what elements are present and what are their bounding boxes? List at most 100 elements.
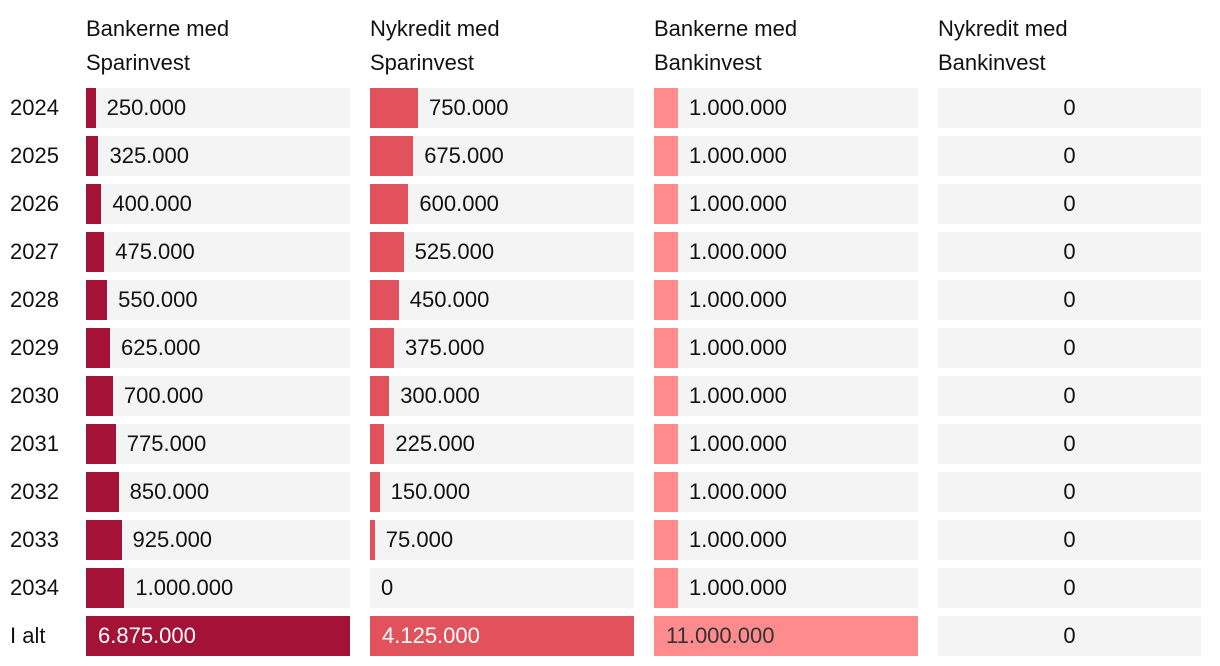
cell-value: 300.000: [400, 383, 480, 408]
cell-value: 0: [1063, 431, 1076, 456]
row-label: 2031: [10, 431, 59, 456]
bar-cell: 0: [938, 472, 1201, 512]
value-bar: [654, 424, 678, 464]
cell-value: 0: [1063, 527, 1076, 552]
bar-cell: 225.000: [370, 424, 634, 464]
bar-cell: 0: [938, 184, 1201, 224]
row-label: 2024: [10, 95, 59, 120]
cell-value: 375.000: [405, 335, 485, 360]
column-header-line2: Bankinvest: [654, 50, 762, 75]
cell-value: 0: [1063, 143, 1076, 168]
table-row: 2033 925.000 75.000 1.000.000 0: [0, 520, 1220, 560]
header-spacer: [0, 12, 86, 80]
value-bar: [654, 88, 678, 128]
bar-cell: 1.000.000: [654, 232, 918, 272]
value-bar: [654, 376, 678, 416]
value-bar: [370, 328, 394, 368]
bar-cell: 0: [938, 136, 1201, 176]
value-bar: [370, 280, 399, 320]
row-label: 2032: [10, 479, 59, 504]
cell-value: 550.000: [118, 287, 198, 312]
cell-value: 400.000: [112, 191, 192, 216]
bar-cell: 600.000: [370, 184, 634, 224]
cell-value: 475.000: [115, 239, 195, 264]
value-bar: [86, 472, 119, 512]
bar-cell: 325.000: [86, 136, 350, 176]
column-header-line2: Bankinvest: [938, 50, 1046, 75]
bar-cell: 1.000.000: [654, 136, 918, 176]
table-row: I alt 6.875.000 4.125.000 11.000.000 0: [0, 616, 1220, 656]
value-bar: [86, 88, 96, 128]
bar-cell: 75.000: [370, 520, 634, 560]
cell-value: 600.000: [419, 191, 499, 216]
bar-cell: 775.000: [86, 424, 350, 464]
row-label: 2026: [10, 191, 59, 216]
cell-value: 450.000: [409, 287, 490, 312]
bar-cell: 550.000: [86, 280, 350, 320]
cell-value: 525.000: [414, 239, 495, 264]
table-row: 2024 250.000 750.000 1.000.000 0: [0, 88, 1220, 128]
cell-value: 250.000: [106, 95, 187, 120]
column-header-line2: Sparinvest: [86, 50, 190, 75]
bar-cell: 1.000.000: [654, 328, 918, 368]
value-bar: [86, 520, 122, 560]
bar-cell: 850.000: [86, 472, 350, 512]
bar-cell: 0: [938, 328, 1201, 368]
cell-value: 1.000.000: [689, 287, 787, 312]
value-bar: [86, 616, 350, 656]
bar-cell: 0: [938, 568, 1201, 608]
bar-cell: 450.000: [370, 280, 634, 320]
cell-value: 325.000: [109, 143, 189, 168]
column-header-line1: Bankerne med: [654, 16, 798, 41]
row-label: I alt: [10, 623, 46, 648]
cell-value: 0: [1063, 191, 1076, 216]
table-row: 2031 775.000 225.000 1.000.000 0: [0, 424, 1220, 464]
table-row: 2028 550.000 450.000 1.000.000 0: [0, 280, 1220, 320]
cell-value: 0: [1063, 575, 1076, 600]
value-bar: [370, 136, 414, 176]
bar-cell: 925.000: [86, 520, 350, 560]
cell-value: 150.000: [390, 479, 471, 504]
table-row: 2029 625.000 375.000 1.000.000 0: [0, 328, 1220, 368]
column-header-bankerne-sparinvest: Bankerne med Sparinvest: [86, 12, 350, 80]
value-bar: [654, 568, 678, 608]
cell-value: 6.875.000: [98, 623, 196, 648]
cell-value: 850.000: [129, 479, 210, 504]
value-bar: [370, 424, 385, 464]
bar-cell: 1.000.000: [86, 568, 350, 608]
cell-value: 0: [1063, 239, 1076, 264]
table-row: 2034 1.000.000 0 1.000.000 0: [0, 568, 1220, 608]
value-bar: [86, 568, 125, 608]
column-header-line1: Bankerne med: [86, 16, 230, 41]
bar-cell: 0: [938, 232, 1201, 272]
cell-value: 0: [381, 575, 394, 600]
cell-value: 1.000.000: [689, 431, 787, 456]
value-bar: [370, 520, 375, 560]
table-row: 2030 700.000 300.000 1.000.000 0: [0, 376, 1220, 416]
bar-cell: 1.000.000: [654, 184, 918, 224]
cell-value: 925.000: [132, 527, 213, 552]
cell-value: 675.000: [424, 143, 504, 168]
bar-cell: 675.000: [370, 136, 634, 176]
value-bar: [654, 328, 678, 368]
value-bar: [654, 280, 678, 320]
table-body: 2024 250.000 750.000 1.000.000 0 2025 32…: [0, 88, 1220, 656]
bar-cell: 0: [938, 424, 1201, 464]
row-label: 2028: [10, 287, 59, 312]
bar-cell: 0: [938, 88, 1201, 128]
table-row: 2027 475.000 525.000 1.000.000 0: [0, 232, 1220, 272]
bar-cell: 0: [370, 568, 634, 608]
bar-cell: 300.000: [370, 376, 634, 416]
column-header-nykredit-sparinvest: Nykredit med Sparinvest: [370, 12, 634, 80]
cell-value: 1.000.000: [689, 527, 787, 552]
cell-value: 775.000: [126, 431, 207, 456]
cell-value: 1.000.000: [689, 479, 787, 504]
bar-cell: 4.125.000: [370, 616, 634, 656]
bar-cell: 475.000: [86, 232, 350, 272]
value-bar: [86, 136, 99, 176]
value-bar: [654, 616, 918, 656]
cell-value: 0: [1063, 287, 1076, 312]
row-label: 2025: [10, 143, 59, 168]
row-label: 2029: [10, 335, 59, 360]
bar-cell: 1.000.000: [654, 424, 918, 464]
